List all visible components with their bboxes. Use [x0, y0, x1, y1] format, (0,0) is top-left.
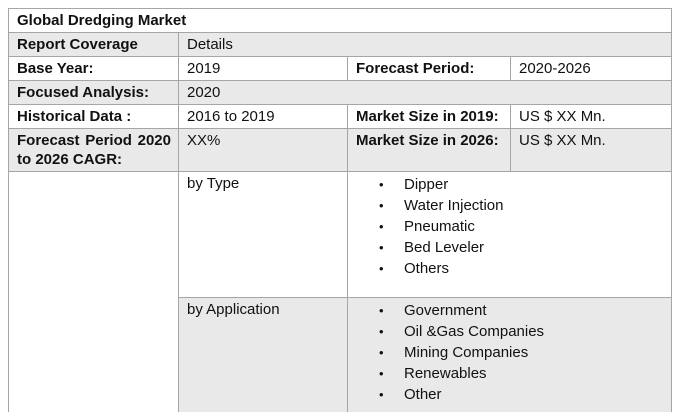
bullet-icon: •: [379, 323, 384, 339]
market-size-2026-label: Market Size in 2026:: [347, 128, 511, 172]
market-size-2019-value: US $ XX Mn.: [509, 104, 673, 129]
base-year-value: 2019: [178, 56, 348, 81]
market-size-2019-label: Market Size in 2019:: [347, 104, 511, 129]
market-size-2026-value: US $ XX Mn.: [509, 128, 673, 172]
by-application-list: • Government • Oil &Gas Companies • Mini…: [346, 297, 673, 412]
list-item: • Pneumatic: [356, 216, 664, 237]
segment-spacer-cell: [8, 171, 179, 412]
report-coverage-label: Report Coverage: [8, 32, 179, 57]
list-item-label: Government: [404, 301, 487, 319]
table-row: Forecast Period 2020 to 2026 CAGR: XX% M…: [8, 128, 673, 172]
report-coverage-value: Details: [177, 32, 673, 57]
list-item-label: Pneumatic: [404, 217, 475, 235]
table-row: Base Year: 2019 Forecast Period: 2020-20…: [8, 56, 673, 81]
list-item-label: Bed Leveler: [404, 239, 485, 257]
bullet-icon: •: [379, 366, 384, 382]
list-item: • Mining Companies: [356, 342, 664, 363]
base-year-label: Base Year:: [8, 56, 179, 81]
list-item: • Dipper: [356, 174, 664, 195]
bullet-icon: •: [379, 176, 384, 192]
table-title: Global Dredging Market: [7, 8, 673, 33]
by-type-list: • Dipper • Water Injection • Pneumatic •…: [346, 171, 673, 298]
historical-data-value: 2016 to 2019: [178, 104, 348, 129]
list-item: • Oil &Gas Companies: [356, 321, 664, 342]
forecast-period-value: 2020-2026: [509, 56, 673, 81]
by-type-label: by Type: [178, 171, 348, 298]
forecast-period-label: Forecast Period:: [347, 56, 511, 81]
table-row: Historical Data : 2016 to 2019 Market Si…: [8, 104, 673, 129]
bullet-icon: •: [379, 261, 384, 277]
list-item: • Water Injection: [356, 195, 664, 216]
table-row: by Type • Dipper • Water Injection • Pne…: [8, 171, 673, 412]
list-item-label: Oil &Gas Companies: [404, 322, 545, 340]
bullet-icon: •: [379, 387, 384, 403]
list-item: • Others: [356, 259, 664, 280]
list-item: • Government: [356, 300, 664, 321]
bullet-icon: •: [379, 302, 384, 318]
focused-analysis-value: 2020: [177, 80, 673, 105]
by-application-label: by Application: [178, 297, 348, 412]
list-item-label: Dipper: [404, 175, 449, 193]
cagr-value: XX%: [178, 128, 348, 172]
list-item-label: Water Injection: [404, 196, 504, 214]
list-item: • Renewables: [356, 364, 664, 385]
bullet-icon: •: [379, 218, 384, 234]
table-row: by Application • Government • Oil &Gas C…: [9, 297, 673, 412]
table-row: Report Coverage Details: [8, 32, 673, 57]
cagr-label: Forecast Period 2020 to 2026 CAGR:: [8, 128, 179, 172]
list-item-label: Renewables: [404, 365, 487, 383]
bullet-icon: •: [379, 344, 384, 360]
list-item-label: Other: [404, 386, 442, 404]
list-item-label: Mining Companies: [404, 343, 529, 361]
list-item-label: Others: [404, 260, 450, 278]
table-row: Global Dredging Market: [7, 8, 673, 33]
report-coverage-table: Global Dredging Market Report Coverage D…: [7, 8, 673, 412]
table-row: Focused Analysis: 2020: [8, 80, 673, 105]
bullet-icon: •: [379, 197, 384, 213]
bullet-icon: •: [379, 240, 384, 256]
historical-data-label: Historical Data :: [8, 104, 179, 129]
list-item: • Other: [356, 385, 664, 406]
list-item: • Bed Leveler: [356, 238, 664, 259]
focused-analysis-label: Focused Analysis:: [8, 80, 179, 105]
